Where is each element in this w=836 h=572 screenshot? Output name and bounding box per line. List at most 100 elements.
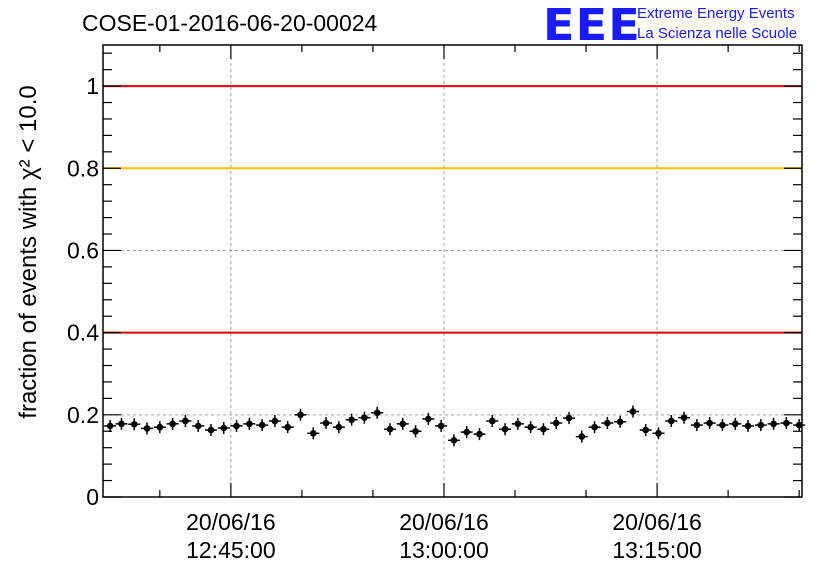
marker <box>552 419 560 427</box>
data-point <box>460 426 473 439</box>
marker <box>106 422 114 430</box>
marker <box>693 421 701 429</box>
marker <box>578 433 586 440</box>
marker <box>463 428 471 436</box>
eee-logo-mark: EEE <box>543 0 641 51</box>
data-point <box>179 414 192 427</box>
data-point <box>166 417 179 430</box>
data-point <box>550 417 563 430</box>
marker <box>540 425 547 433</box>
data-point <box>307 427 320 440</box>
marker <box>437 422 445 430</box>
marker <box>143 425 151 432</box>
marker <box>680 414 688 421</box>
marker <box>169 420 176 428</box>
marker <box>399 420 407 428</box>
data-point <box>345 413 358 426</box>
marker <box>476 430 483 438</box>
data-point <box>499 423 512 436</box>
data-point <box>358 411 371 424</box>
data-point <box>614 415 627 428</box>
data-point <box>563 412 575 425</box>
data-point <box>767 417 780 430</box>
data-point <box>742 419 755 432</box>
x-tick-label-date: 20/06/16 <box>399 509 489 535</box>
marker <box>795 421 803 429</box>
data-point <box>217 421 230 434</box>
data-point <box>575 430 588 443</box>
y-tick-label: 0.8 <box>67 155 99 181</box>
x-tick-labels: 20/06/1612:45:0020/06/1613:00:0020/06/16… <box>186 509 702 563</box>
data-point <box>754 419 767 432</box>
marker <box>233 422 240 430</box>
marker <box>783 419 790 427</box>
marker <box>488 417 496 425</box>
marker <box>182 417 189 425</box>
marker <box>309 430 317 437</box>
marker <box>271 417 279 425</box>
data-point <box>141 422 154 435</box>
data-point <box>320 417 333 430</box>
data-point <box>729 417 742 430</box>
y-tick-label: 0.6 <box>67 237 99 263</box>
data-point <box>281 421 294 434</box>
data-point <box>601 417 614 430</box>
chart-title: COSE-01-2016-06-20-00024 <box>82 10 378 36</box>
x-tick-label-time: 12:45:00 <box>186 537 276 563</box>
marker <box>194 422 202 430</box>
marker <box>450 436 458 444</box>
marker <box>412 427 419 435</box>
data-point <box>256 419 269 432</box>
x-tick-label-time: 13:15:00 <box>612 537 702 563</box>
marker <box>284 423 291 431</box>
marker <box>514 420 522 428</box>
data-point <box>396 417 409 430</box>
marker <box>565 414 573 422</box>
data-points <box>104 405 806 447</box>
marker <box>322 419 330 427</box>
data-point <box>716 419 729 432</box>
y-tick-label: 0 <box>86 484 99 510</box>
marker <box>501 425 509 433</box>
marker <box>297 411 304 419</box>
data-point <box>588 421 601 434</box>
y-tick-label: 0.4 <box>67 320 99 346</box>
plot-frame <box>102 44 803 498</box>
data-point <box>703 417 716 430</box>
data-point <box>690 419 703 432</box>
data-point <box>383 423 396 436</box>
marker <box>207 426 215 434</box>
x-tick-label-time: 13:00:00 <box>399 537 489 563</box>
data-point <box>230 419 243 432</box>
data-point <box>626 405 639 418</box>
marker <box>655 430 662 437</box>
marker <box>156 423 164 431</box>
data-point <box>153 421 166 434</box>
marker <box>361 414 368 421</box>
plot-border <box>102 44 803 498</box>
marker <box>258 421 266 429</box>
data-point <box>128 418 141 431</box>
data-point <box>204 424 217 437</box>
data-point <box>511 417 524 430</box>
marker <box>130 420 138 428</box>
x-tick-label-date: 20/06/16 <box>186 509 276 535</box>
data-point <box>409 425 422 438</box>
y-tick-label: 1 <box>86 73 99 99</box>
data-point <box>537 423 550 436</box>
data-point <box>115 417 128 430</box>
marker <box>667 417 675 425</box>
data-point <box>652 427 665 440</box>
y-axis-label: fraction of events with χ² < 10.0 <box>15 85 42 418</box>
marker <box>744 422 752 430</box>
data-point <box>435 419 448 432</box>
marker <box>118 420 125 428</box>
data-point <box>473 428 486 441</box>
marker <box>386 425 394 433</box>
marker <box>373 409 381 417</box>
data-point <box>371 406 384 419</box>
marker <box>770 420 777 428</box>
data-point <box>192 419 205 432</box>
marker <box>757 421 765 429</box>
